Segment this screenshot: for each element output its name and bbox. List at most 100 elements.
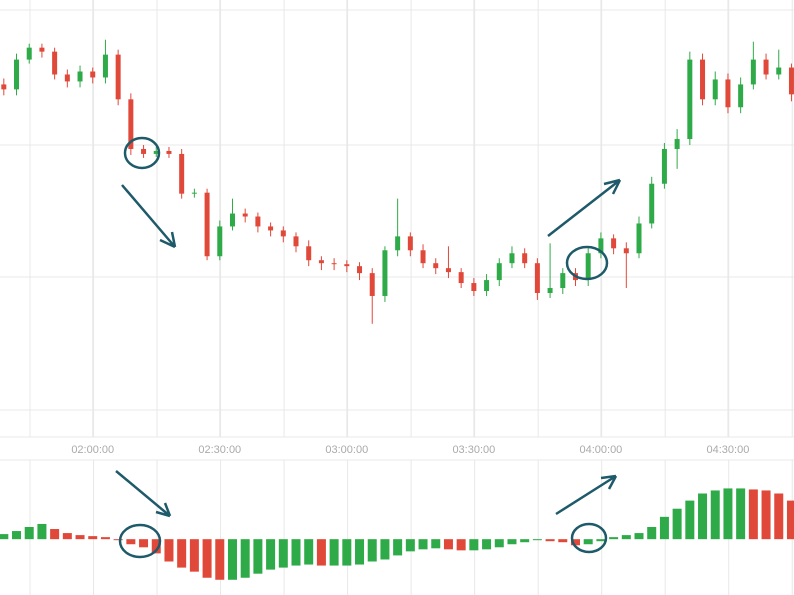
candle-body <box>293 236 299 247</box>
candle-body <box>458 272 464 284</box>
candle-body <box>306 246 312 261</box>
candle-body <box>280 230 286 237</box>
candle-body <box>522 253 528 264</box>
histogram-bar <box>100 537 110 540</box>
candle-body <box>141 148 147 154</box>
histogram-bar <box>634 533 644 540</box>
histogram-bar <box>710 490 720 540</box>
histogram-bar <box>774 493 784 540</box>
histogram-bar <box>456 539 466 551</box>
candle-body <box>725 79 731 108</box>
histogram-bar <box>75 535 85 540</box>
candle-body <box>712 79 718 100</box>
histogram-bar <box>558 539 568 543</box>
histogram-bar <box>12 531 22 540</box>
histogram-bar <box>24 526 34 540</box>
histogram-bar <box>609 537 619 540</box>
candle-body <box>128 99 134 149</box>
candle-body <box>611 238 617 249</box>
candle-body <box>750 59 756 85</box>
histogram-bar <box>62 533 72 540</box>
histogram-bar <box>723 488 733 540</box>
candle-body <box>687 59 693 140</box>
candle-body <box>90 71 96 78</box>
candle-body <box>700 59 706 100</box>
histogram-bar <box>164 539 174 562</box>
x-tick-label: 04:00:00 <box>579 444 622 456</box>
histogram-bar <box>532 539 542 541</box>
histogram-bar <box>304 539 314 565</box>
candle-body <box>344 264 350 267</box>
histogram-bar <box>50 529 60 540</box>
candle-body <box>153 150 159 154</box>
candle-body <box>420 250 426 264</box>
candle-body <box>547 288 553 293</box>
candle-body <box>534 263 540 293</box>
candle-body <box>382 250 388 296</box>
histogram-bar <box>786 500 794 540</box>
histogram-bar <box>278 539 288 568</box>
histogram-bar <box>266 539 276 570</box>
candle-body <box>407 236 413 251</box>
candle-body <box>64 74 70 82</box>
candle-body <box>102 54 108 78</box>
candle-body <box>560 273 566 289</box>
candle-body <box>484 280 490 292</box>
candle-body <box>77 71 83 82</box>
histogram-bar <box>469 539 479 551</box>
histogram-bar <box>37 523 47 540</box>
histogram-bar <box>0 534 9 540</box>
x-tick-label: 02:00:00 <box>71 444 114 456</box>
candle-body <box>26 47 32 60</box>
histogram-bar <box>355 539 365 565</box>
histogram-bar <box>393 539 403 556</box>
candle-body <box>14 59 20 90</box>
histogram-bar <box>253 539 263 574</box>
x-tick-label: 02:30:00 <box>198 444 241 456</box>
histogram-bar <box>139 539 149 548</box>
candle-body <box>331 263 337 265</box>
x-tick-label: 03:00:00 <box>325 444 368 456</box>
plot <box>0 39 794 580</box>
histogram-bar <box>443 539 453 550</box>
annotations <box>115 136 622 559</box>
candle-body <box>395 236 401 251</box>
histogram-bar <box>367 539 377 562</box>
histogram-bar <box>113 539 123 541</box>
candle-body <box>166 150 172 154</box>
histogram-bar <box>240 539 250 578</box>
candle-body <box>585 253 591 281</box>
histogram-bar <box>672 508 682 540</box>
candle-body <box>357 266 363 274</box>
candle-body <box>496 263 502 281</box>
histogram-bar <box>761 490 771 540</box>
candle-body <box>1 84 7 90</box>
candle-body <box>623 248 629 254</box>
histogram-bar <box>482 539 492 550</box>
candle-body <box>649 183 655 224</box>
histogram-bar <box>88 536 98 540</box>
histogram-bar <box>570 539 580 546</box>
histogram-bar <box>621 535 631 540</box>
candle-body <box>318 260 324 264</box>
candle-body <box>217 226 223 257</box>
candle-body <box>204 192 210 257</box>
candle-body <box>229 213 235 227</box>
histogram-bar <box>342 539 352 566</box>
histogram-bar <box>316 539 326 566</box>
candle-body <box>191 192 197 194</box>
histogram-bar <box>494 539 504 548</box>
candle-body <box>179 153 185 194</box>
candle-body <box>763 59 769 75</box>
candle-body <box>369 273 375 296</box>
histogram-bar <box>507 539 517 545</box>
candle-body <box>788 67 794 95</box>
histogram-bar <box>177 539 187 568</box>
histogram-bar <box>583 539 593 545</box>
histogram-bar <box>736 488 746 540</box>
candle-body <box>738 84 744 108</box>
histogram-bar <box>151 539 161 554</box>
histogram-bar <box>748 489 758 540</box>
histogram-bar <box>545 539 555 542</box>
